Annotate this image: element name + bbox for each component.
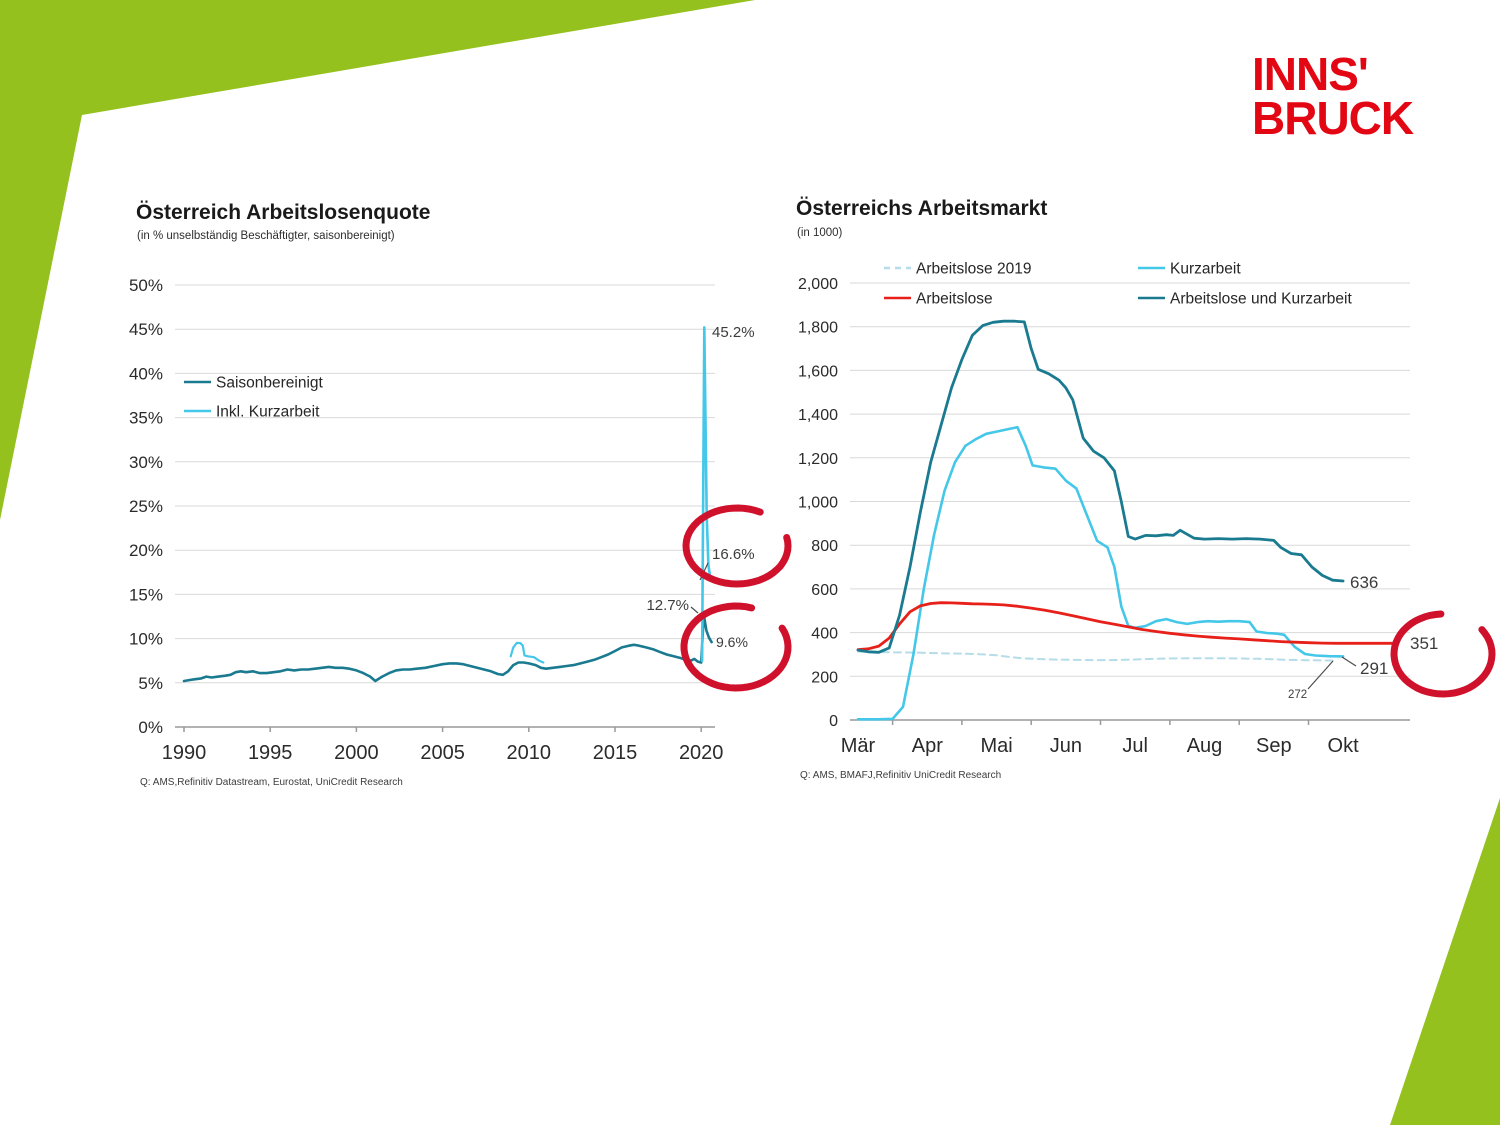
value-annotation: 9.6% [716, 634, 748, 650]
legend-label: Kurzarbeit [1170, 261, 1241, 278]
value-annotation: 12.7% [646, 597, 689, 614]
x-tick-label: Aug [1187, 735, 1223, 757]
y-tick-label: 15% [129, 585, 163, 604]
x-tick-label: Mai [980, 735, 1012, 757]
legend-label: Arbeitslose 2019 [916, 261, 1031, 278]
value-annotation: 636 [1350, 573, 1378, 592]
y-tick-label: 50% [129, 276, 163, 295]
y-tick-label: 1,800 [798, 320, 838, 337]
y-tick-label: 20% [129, 541, 163, 560]
x-tick-label: Okt [1328, 735, 1360, 757]
series-arbeitslose-2019 [857, 650, 1338, 662]
y-tick-label: 1,400 [798, 407, 838, 424]
y-tick-label: 40% [129, 364, 163, 383]
x-tick-label: 2000 [334, 742, 379, 764]
x-tick-label: 2020 [679, 742, 724, 764]
x-tick-label: 2015 [593, 742, 638, 764]
y-tick-label: 5% [138, 674, 163, 693]
y-tick-label: 1,600 [798, 363, 838, 380]
y-tick-label: 800 [811, 538, 838, 555]
x-tick-label: 2005 [420, 742, 465, 764]
right-chart-source: Q: AMS, BMAFJ,Refinitiv UniCredit Resear… [800, 770, 1002, 781]
value-annotation: 272 [1288, 689, 1307, 701]
series-inkl-kurzarbeit-2009 [509, 641, 545, 664]
x-tick-label: Jun [1050, 735, 1082, 757]
y-tick-label: 35% [129, 409, 163, 428]
y-tick-label: 400 [811, 626, 838, 643]
series-saisonbereinigt [182, 613, 713, 683]
leader-line [1307, 660, 1334, 690]
x-tick-label: 1990 [162, 742, 207, 764]
y-tick-label: 1,200 [798, 451, 838, 468]
y-tick-label: 2,000 [798, 276, 838, 293]
right-chart-subtitle: (in 1000) [797, 227, 843, 239]
leader-line [690, 606, 699, 614]
hand-drawn-red-circle [682, 504, 792, 588]
logo-line-1: INNS' [1252, 48, 1369, 100]
logo-line-2: BRUCK [1252, 91, 1414, 144]
y-tick-label: 30% [129, 453, 163, 472]
x-tick-label: Jul [1122, 735, 1148, 757]
leader-line [1341, 656, 1357, 667]
left-chart-title: Österreich Arbeitslosenquote [136, 201, 431, 224]
series-arbeitslose-und-kurzarbeit [856, 319, 1345, 654]
y-tick-label: 25% [129, 497, 163, 516]
x-tick-label: 2010 [507, 742, 552, 764]
hand-drawn-red-circle [680, 602, 792, 692]
chart-arbeitsmarkt: 0 200 400 600 800 1,000 1,200 1,400 1,600 1,800 2,… [798, 261, 1496, 757]
value-annotation: 16.6% [712, 546, 755, 563]
x-tick-label: Mär [841, 735, 876, 757]
y-tick-label: 600 [811, 582, 838, 599]
green-top-left-shape [0, 0, 755, 520]
x-tick-label: Apr [912, 735, 943, 757]
legend-label: Saisonbereinigt [216, 375, 324, 392]
y-tick-label: 10% [129, 630, 163, 649]
y-tick-label: 1,000 [798, 495, 838, 512]
value-annotation: 351 [1410, 634, 1438, 653]
left-chart-subtitle: (in % unselbständig Beschäftigter, saiso… [137, 230, 395, 242]
y-tick-label: 45% [129, 320, 163, 339]
y-tick-label: 0 [829, 713, 838, 730]
x-tick-label: Sep [1256, 735, 1292, 757]
y-tick-label: 200 [811, 669, 838, 686]
x-tick-label: 1995 [248, 742, 293, 764]
right-chart-title: Österreichs Arbeitsmarkt [796, 197, 1048, 220]
value-annotation: 291 [1360, 659, 1388, 678]
hand-drawn-red-circle [1390, 610, 1496, 698]
series-arbeitslose [856, 601, 1397, 651]
innsbruck-logo: INNS' BRUCK [1252, 48, 1414, 144]
legend-label: Arbeitslose und Kurzarbeit [1170, 291, 1352, 308]
left-chart-source: Q: AMS,Refinitiv Datastream, Eurostat, U… [140, 777, 403, 788]
legend-label: Arbeitslose [916, 291, 993, 308]
legend-label: Inkl. Kurzarbeit [216, 404, 320, 421]
chart-arbeitslosenquote: 0% 5% 10% 15% 20% 25% 30% 35% 40% 45% 50% 1990 1995 2… [129, 276, 792, 764]
green-bottom-right-shape [1390, 798, 1500, 1125]
value-annotation: 45.2% [712, 324, 755, 341]
series-kurzarbeit [856, 425, 1345, 721]
y-tick-label: 0% [138, 718, 163, 737]
